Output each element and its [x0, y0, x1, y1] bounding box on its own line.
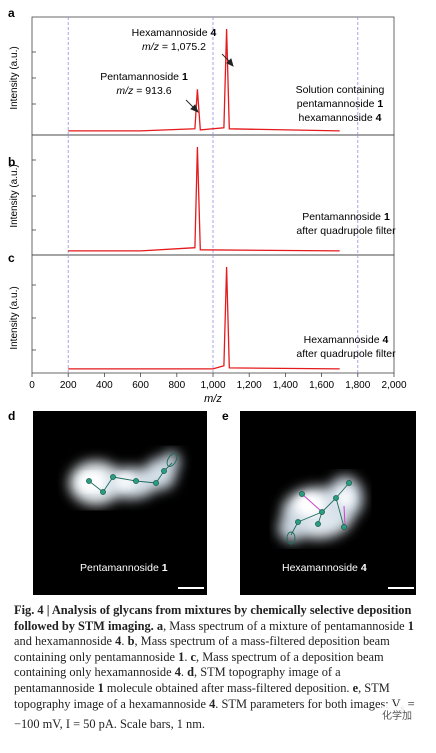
svg-text:Hexamannoside 4: Hexamannoside 4 [282, 562, 367, 574]
spectrum-line-b [68, 146, 340, 252]
y-axis-label-c: Intensity (a.u.) [9, 286, 20, 349]
stm-image-e: Hexamannoside 4 [240, 411, 416, 595]
figure: 0 200 400 600 800 1,000 1,200 1,400 1,600 1,800 2,… [8, 6, 416, 595]
x-tick-label-5: 1,000 [200, 380, 225, 391]
x-tick-label-8: 1,600 [309, 380, 334, 391]
svg-text:Pentamannoside 1: Pentamannoside 1 [302, 211, 390, 223]
svg-text:m/z = 1,075.2: m/z = 1,075.2 [142, 41, 206, 53]
x-tick-label-9: 1,800 [345, 380, 370, 391]
spectrum-line-c [68, 266, 340, 370]
svg-text:after quadrupole filter: after quadrupole filter [296, 348, 396, 360]
x-tick-label-10: 2,000 [381, 380, 406, 391]
panel-a-description: Solution containing pentamannoside 1 hex… [296, 84, 385, 124]
panel-letter-e: e [222, 409, 229, 423]
x-axis: 0 200 400 600 800 1,000 1,200 1,400 1,600 1,800 2,… [29, 373, 407, 391]
svg-text:Hexamannoside 4: Hexamannoside 4 [132, 27, 217, 39]
x-tick-label-4: 800 [168, 380, 185, 391]
stm-image-d: Pentamannoside 1 [33, 411, 207, 595]
annotation-hexamannoside: Hexamannoside 4 m/z = 1,075.2 [132, 27, 217, 53]
x-tick-label-6: 1,200 [237, 380, 262, 391]
x-tick-label-0: 0 [29, 380, 35, 391]
svg-text:m/z = 913.6: m/z = 913.6 [116, 85, 171, 97]
y-axis-ticks [32, 51, 36, 351]
svg-text:Hexamannoside 4: Hexamannoside 4 [304, 334, 389, 346]
x-axis-label: m/z [204, 393, 222, 405]
annotation-pentamannoside: Pentamannoside 1 m/z = 913.6 [100, 71, 188, 97]
svg-text:Solution containing: Solution containing [296, 84, 385, 96]
svg-text:hexamannoside 4: hexamannoside 4 [299, 112, 382, 124]
svg-text:after quadrupole filter: after quadrupole filter [296, 225, 396, 237]
annotation-arrows [185, 53, 234, 113]
x-tick-label-3: 600 [132, 380, 149, 391]
caption-title: Fig. 4 | Analysis of glycans from mixtur… [14, 603, 412, 633]
y-axis-label-a: Intensity (a.u.) [9, 46, 20, 109]
svg-text:pentamannoside 1: pentamannoside 1 [297, 98, 384, 110]
spectra [68, 28, 340, 370]
y-axis-label-b: Intensity (a.u.) [9, 164, 20, 227]
svg-text:Pentamannoside 1: Pentamannoside 1 [80, 562, 168, 574]
panel-letter-d: d [8, 409, 15, 423]
panel-b-description: Pentamannoside 1 after quadrupole filter [296, 211, 396, 237]
panel-letter-c: c [8, 251, 15, 265]
spectrum-line-a [68, 28, 340, 132]
panel-letter-b: b [8, 155, 15, 169]
watermark: 化学加 [378, 706, 416, 723]
panel-letter-a: a [8, 6, 15, 20]
figure-caption: Fig. 4 | Analysis of glycans from mixtur… [14, 603, 415, 731]
x-tick-label-1: 200 [60, 380, 77, 391]
svg-text:Pentamannoside 1: Pentamannoside 1 [100, 71, 188, 83]
dashed-guide-lines [67, 17, 359, 373]
panel-c-description: Hexamannoside 4 after quadrupole filter [296, 334, 396, 360]
x-tick-label-2: 400 [96, 380, 113, 391]
x-tick-label-7: 1,400 [273, 380, 298, 391]
